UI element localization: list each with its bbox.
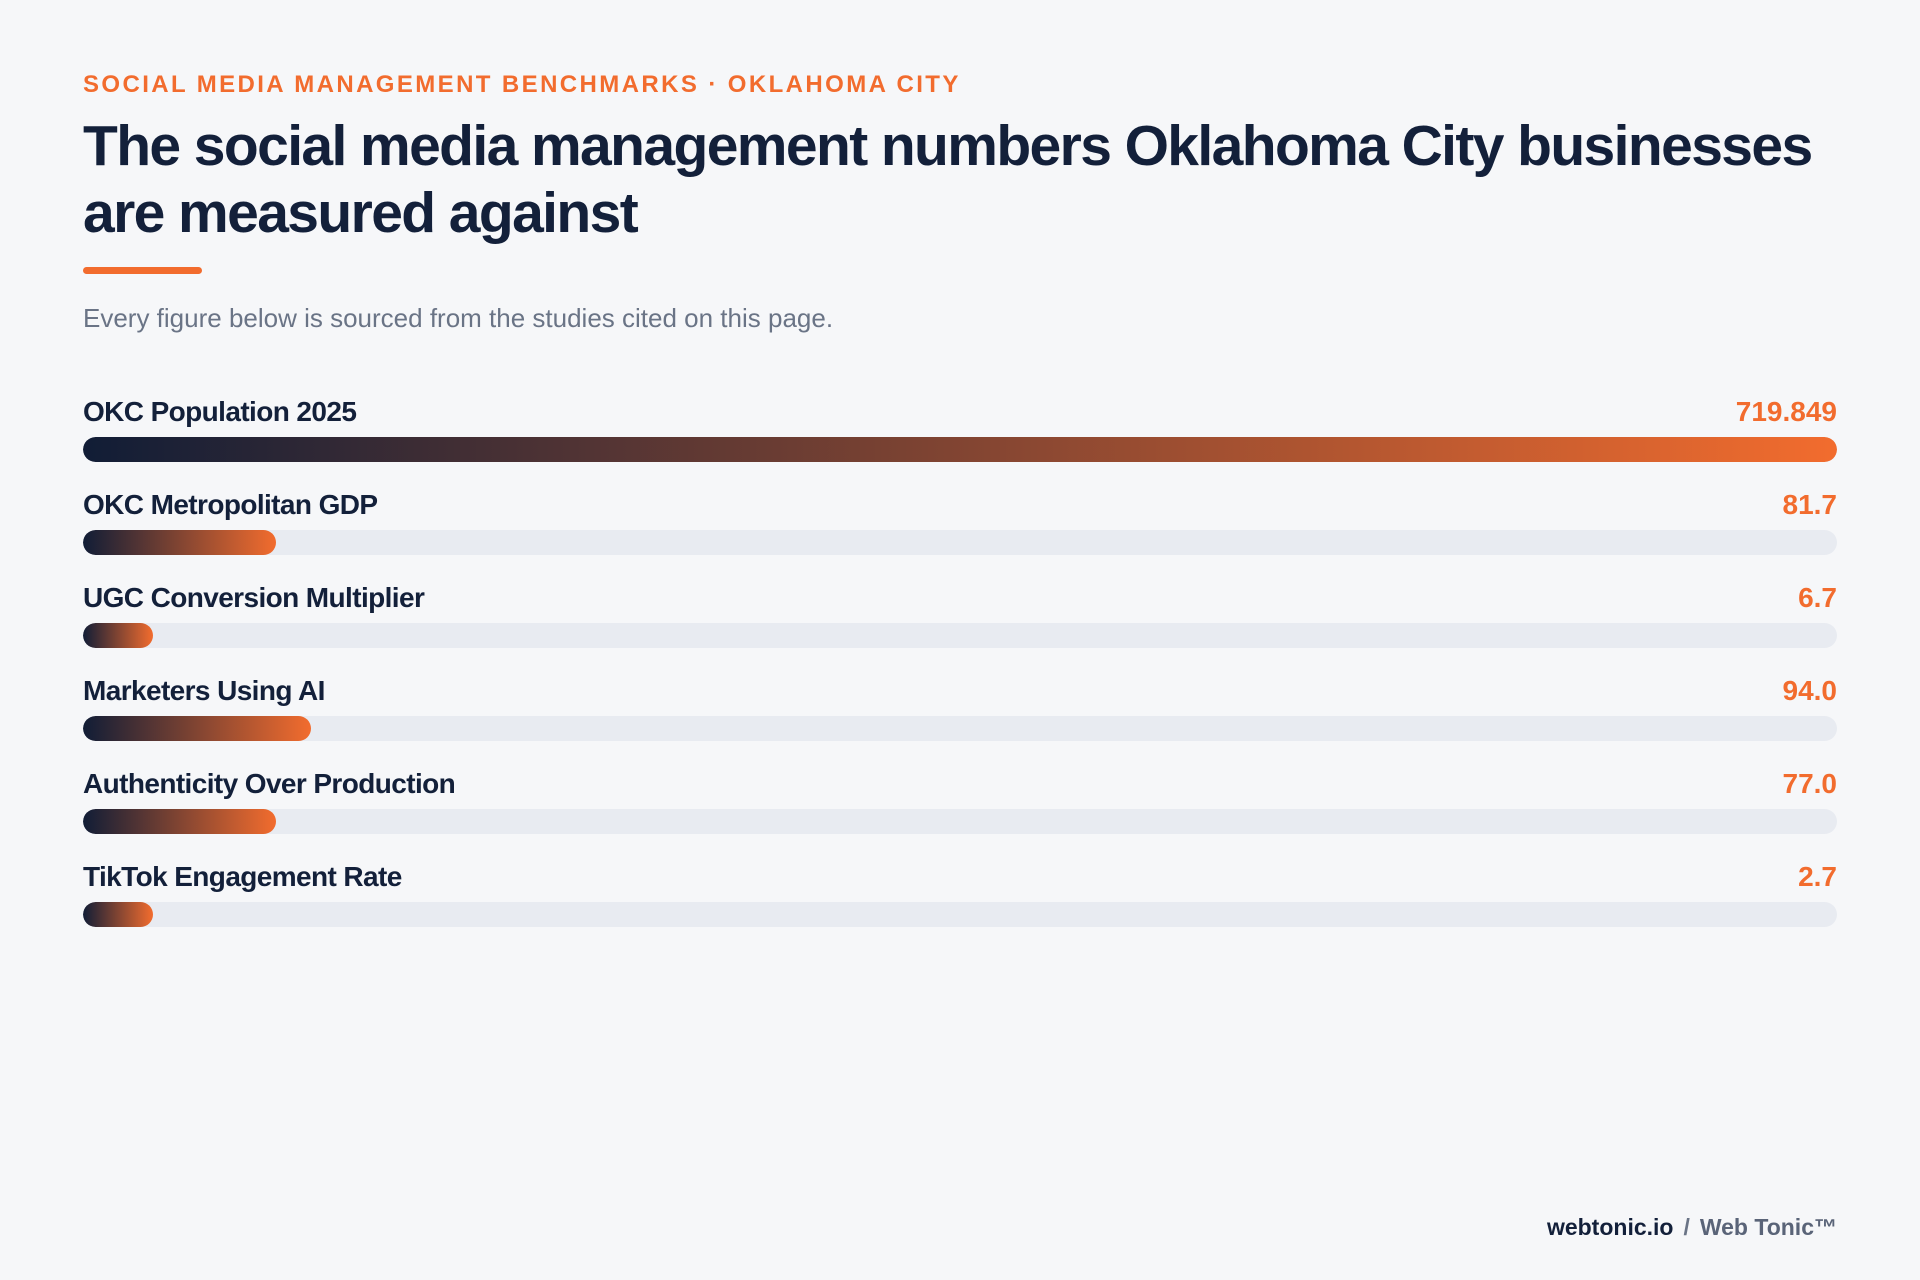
bar-value-label: 2.7	[1798, 861, 1837, 892]
bar-row: Authenticity Over Production 77.0	[83, 764, 1837, 857]
bar-fill	[83, 437, 1837, 462]
bar-label: UGC Conversion Multiplier	[83, 582, 425, 613]
bar-label: OKC Population 2025	[83, 396, 357, 427]
bar-row: Marketers Using AI 94.0	[83, 671, 1837, 764]
bar-label: Marketers Using AI	[83, 675, 325, 706]
page-title: The social media management numbers Okla…	[83, 114, 1813, 245]
footer-separator: /	[1683, 1214, 1690, 1240]
bar-label: Authenticity Over Production	[83, 768, 456, 799]
bar-value-label: 77.0	[1782, 768, 1838, 799]
bar-label: TikTok Engagement Rate	[83, 861, 402, 892]
bar-fill	[83, 809, 276, 834]
bar-track	[83, 809, 1837, 834]
bar-row: UGC Conversion Multiplier 6.7	[83, 578, 1837, 671]
benchmark-bar-chart: OKC Population 2025 719.849 OKC Metropolit…	[83, 392, 1837, 950]
bar-row: OKC Population 2025 719.849	[83, 392, 1837, 485]
bar-fill	[83, 623, 154, 648]
footer-credit: webtonic.io / Web Tonic™	[1547, 1214, 1837, 1241]
bar-track	[83, 623, 1837, 648]
bar-value-label: 94.0	[1782, 675, 1838, 706]
bar-fill	[83, 530, 276, 555]
bar-value-label: 81.7	[1782, 489, 1838, 520]
bar-row: TikTok Engagement Rate 2.7	[83, 857, 1837, 950]
bar-track	[83, 437, 1837, 462]
bar-label: OKC Metropolitan GDP	[83, 489, 378, 520]
bar-fill	[83, 716, 312, 741]
footer-brand: Web Tonic™	[1699, 1214, 1837, 1240]
bar-row: OKC Metropolitan GDP 81.7	[83, 485, 1837, 578]
bar-track	[83, 902, 1837, 927]
bar-track	[83, 530, 1837, 555]
page-subtitle: Every figure below is sourced from the s…	[83, 303, 834, 333]
bar-track	[83, 716, 1837, 741]
eyebrow-label: SOCIAL MEDIA MANAGEMENT BENCHMARKS · OKL…	[83, 71, 961, 98]
footer-domain: webtonic.io	[1546, 1214, 1674, 1240]
bar-value-label: 6.7	[1798, 582, 1837, 613]
accent-divider	[83, 267, 202, 274]
bar-fill	[83, 902, 154, 927]
bar-value-label: 719.849	[1735, 396, 1837, 427]
